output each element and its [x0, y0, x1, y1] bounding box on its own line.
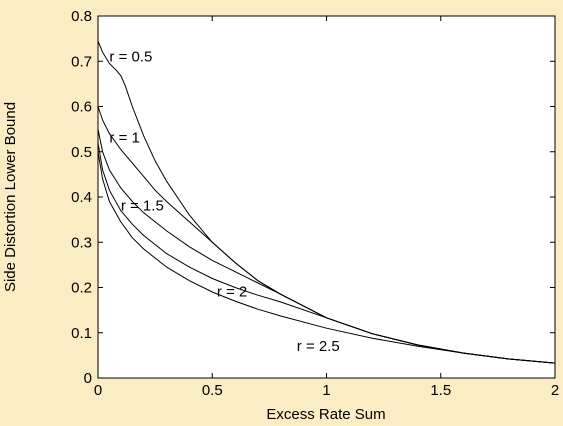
axis-ticks	[97, 15, 556, 379]
curve-labels: r = 0.5 r = 1 r = 1.5 r = 2 r = 2.5	[109, 48, 339, 355]
x-tick-label: 2	[551, 382, 559, 399]
series-label: r = 1.5	[121, 198, 164, 215]
series-label: r = 1	[109, 130, 139, 147]
series-label: r = 2	[217, 284, 247, 301]
series-line	[97, 151, 556, 364]
series-label: r = 2.5	[297, 338, 340, 355]
x-tick-label: 1	[322, 382, 330, 399]
y-tick-label: 0.6	[71, 99, 92, 116]
y-tick-label: 0.2	[71, 280, 92, 297]
y-tick-label: 0.5	[71, 144, 92, 161]
y-tick-label: 0.3	[71, 234, 92, 251]
y-axis-title: Side Distortion Lower Bound	[2, 102, 19, 292]
y-tick-label: 0.4	[71, 189, 92, 206]
curves	[97, 40, 556, 364]
x-tick-label: 0	[94, 382, 102, 399]
y-tick-label: 0.1	[71, 325, 92, 342]
plot-area	[97, 15, 556, 379]
x-tick-label: 1.5	[430, 382, 451, 399]
y-tick-label: 0	[84, 370, 92, 387]
tick-labels: 0 0.5 1 1.5 2 0 0.1 0.2 0.3 0.4 0.5 0.6 0.7 0.8	[71, 8, 559, 399]
series-label: r = 0.5	[109, 48, 152, 65]
x-axis-title: Excess Rate Sum	[266, 406, 385, 423]
x-tick-label: 0.5	[202, 382, 223, 399]
series-line	[97, 142, 556, 364]
y-tick-label: 0.7	[71, 53, 92, 70]
y-tick-label: 0.8	[71, 8, 92, 25]
